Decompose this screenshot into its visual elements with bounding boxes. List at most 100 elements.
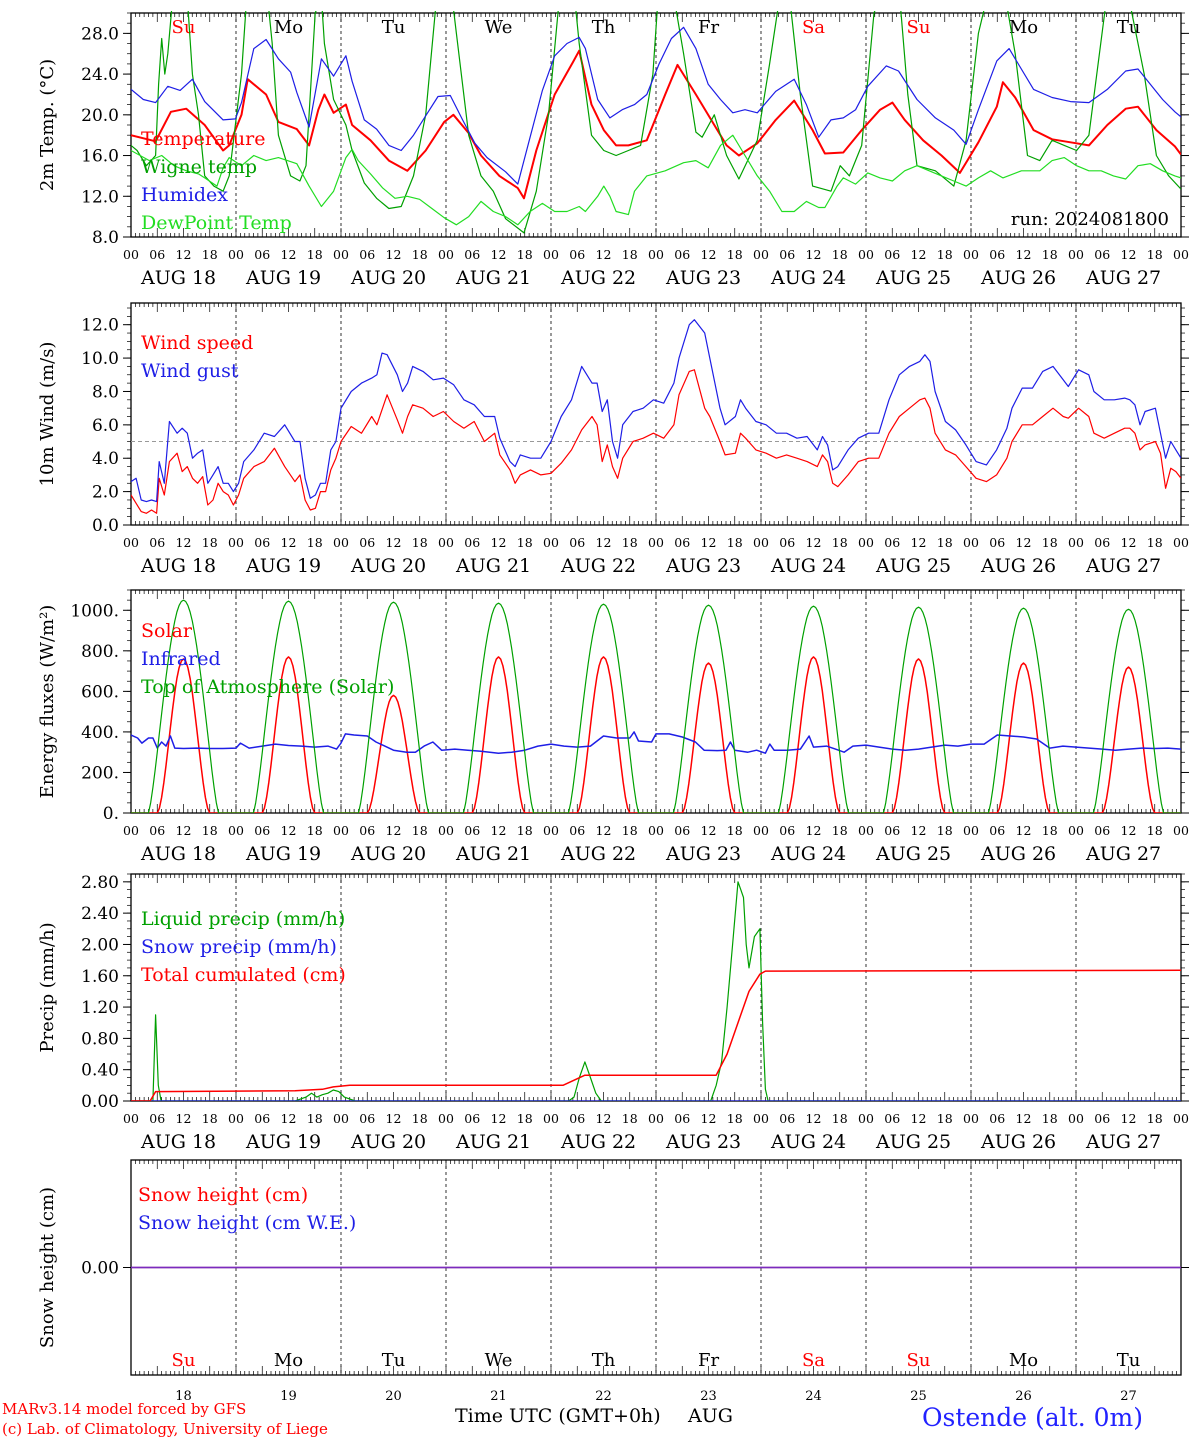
y-axis-title: 10m Wind (m/s) [37, 342, 58, 487]
x-hour-label: 12 [1016, 1111, 1032, 1126]
station-name: Ostende (alt. 0m) [922, 1403, 1143, 1432]
x-hour-label: 00 [123, 823, 139, 838]
x-hour-label: 12 [1016, 823, 1032, 838]
x-hour-label: 06 [779, 247, 795, 262]
x-date-label: AUG 21 [455, 843, 531, 865]
x-hour-label: 06 [569, 247, 585, 262]
x-hour-label: 18 [1042, 535, 1058, 550]
x-hour-label: 06 [359, 247, 375, 262]
x-hour-label: 06 [149, 823, 165, 838]
y-tick-label: 0. [103, 804, 119, 824]
legend-entry: DewPoint Temp [141, 212, 292, 234]
x-hour-label: 06 [149, 247, 165, 262]
x-date-label: AUG 20 [350, 843, 426, 865]
x-hour-label: 06 [779, 1111, 795, 1126]
x-hour-label: 00 [858, 823, 874, 838]
day-number-label: 18 [175, 1389, 192, 1404]
y-tick-label: 1.20 [81, 998, 119, 1018]
x-hour-label: 00 [1173, 1111, 1189, 1126]
x-hour-label: 12 [1121, 823, 1137, 838]
x-hour-label: 06 [569, 1111, 585, 1126]
x-hour-label: 12 [806, 823, 822, 838]
legend-entry: Wigne temp [141, 156, 257, 178]
x-hour-label: 06 [464, 823, 480, 838]
x-hour-label: 12 [176, 535, 192, 550]
x-hour-label: 06 [1094, 823, 1110, 838]
x-hour-label: 18 [202, 247, 218, 262]
legend-entry: Liquid precip (mm/h) [141, 908, 345, 930]
x-hour-label: 12 [911, 247, 927, 262]
weekday-label: Su [172, 17, 196, 38]
x-date-label: AUG 24 [770, 267, 846, 289]
y-tick-label: 12.0 [81, 187, 119, 207]
day-number-label: 20 [385, 1389, 402, 1404]
weekday-label: Mo [274, 17, 303, 38]
weekday-label: Su [172, 1350, 196, 1371]
x-hour-label: 06 [989, 535, 1005, 550]
x-hour-label: 06 [674, 247, 690, 262]
x-date-label: AUG 21 [455, 555, 531, 577]
x-date-label: AUG 19 [245, 555, 321, 577]
x-date-label: AUG 20 [350, 1131, 426, 1153]
x-hour-label: 12 [1121, 247, 1137, 262]
x-hour-label: 06 [464, 247, 480, 262]
weekday-label: Fr [698, 17, 719, 38]
x-hour-label: 18 [412, 823, 428, 838]
plot-frame [130, 589, 1182, 814]
day-number-label: 21 [490, 1389, 507, 1404]
x-hour-label: 00 [333, 823, 349, 838]
x-hour-label: 12 [701, 1111, 717, 1126]
x-hour-label: 06 [884, 247, 900, 262]
x-hour-label: 18 [622, 1111, 638, 1126]
y-axis-title: Precip (mm/h) [37, 922, 58, 1052]
legend-entry: Snow precip (mm/h) [141, 936, 337, 958]
x-hour-label: 00 [228, 535, 244, 550]
x-hour-label: 06 [359, 535, 375, 550]
x-hour-label: 00 [648, 247, 664, 262]
x-hour-label: 00 [1173, 247, 1189, 262]
x-hour-label: 00 [1068, 823, 1084, 838]
x-hour-label: 00 [753, 535, 769, 550]
y-tick-label: 20.0 [81, 106, 119, 126]
legend-entry: Snow height (cm) [138, 1184, 308, 1206]
series-liquid-precip-mm-h [131, 881, 1181, 1101]
x-hour-label: 12 [701, 247, 717, 262]
day-number-label: 25 [910, 1389, 927, 1404]
x-date-label: AUG 20 [350, 555, 426, 577]
weekday-label: Sa [802, 17, 825, 38]
day-number-label: 22 [595, 1389, 612, 1404]
x-hour-label: 12 [386, 535, 402, 550]
series-infrared [131, 731, 1181, 754]
y-tick-label: 28.0 [81, 24, 119, 44]
series-wind-gust [131, 319, 1181, 503]
y-tick-label: 0.0 [92, 516, 119, 536]
y-tick-label: 16.0 [81, 147, 119, 167]
x-hour-label: 18 [1147, 1111, 1163, 1126]
x-hour-label: 06 [674, 823, 690, 838]
y-tick-label: 0.00 [81, 1092, 119, 1112]
x-hour-label: 12 [176, 1111, 192, 1126]
panel-1: 8.0 12.0 16.0 20.0 24.0 28.0 2m Temp. (°C) 00 06… [37, 11, 1189, 289]
x-hour-label: 06 [149, 1111, 165, 1126]
x-date-label: AUG 23 [665, 267, 741, 289]
x-hour-label: 06 [989, 823, 1005, 838]
x-hour-label: 12 [491, 247, 507, 262]
y-tick-label: 1000. [70, 601, 119, 621]
x-hour-label: 12 [596, 535, 612, 550]
x-date-label: AUG 26 [980, 555, 1056, 577]
x-hour-label: 18 [202, 823, 218, 838]
x-hour-label: 12 [1121, 535, 1137, 550]
x-hour-label: 18 [622, 247, 638, 262]
x-date-label: AUG 24 [770, 1131, 846, 1153]
x-hour-label: 00 [753, 1111, 769, 1126]
x-hour-label: 12 [176, 823, 192, 838]
x-hour-label: 06 [254, 247, 270, 262]
x-hour-label: 06 [254, 823, 270, 838]
x-hour-label: 00 [438, 535, 454, 550]
series-group [131, 599, 1181, 813]
y-tick-label: 12.0 [81, 316, 119, 336]
x-hour-label: 06 [884, 823, 900, 838]
x-hour-label: 12 [1121, 1111, 1137, 1126]
x-hour-label: 12 [1016, 247, 1032, 262]
